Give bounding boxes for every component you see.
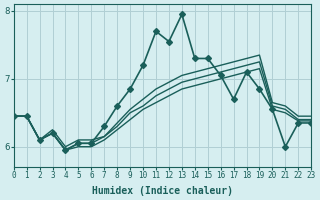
X-axis label: Humidex (Indice chaleur): Humidex (Indice chaleur) — [92, 186, 233, 196]
